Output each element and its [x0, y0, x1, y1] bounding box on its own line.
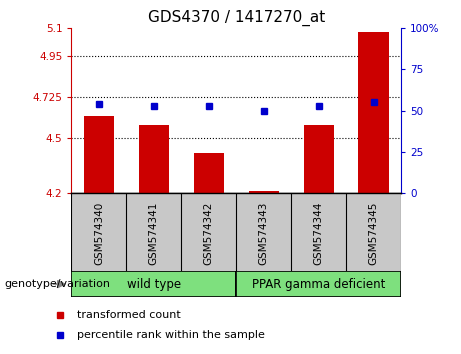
- Bar: [139, 125, 169, 193]
- Bar: [84, 116, 114, 193]
- Title: GDS4370 / 1417270_at: GDS4370 / 1417270_at: [148, 9, 325, 25]
- Text: PPAR gamma deficient: PPAR gamma deficient: [252, 278, 385, 291]
- Text: GSM574344: GSM574344: [313, 201, 324, 264]
- Text: genotype/variation: genotype/variation: [5, 279, 111, 289]
- Bar: [236, 271, 401, 297]
- Text: GSM574340: GSM574340: [94, 201, 104, 264]
- Bar: [194, 153, 224, 193]
- Text: GSM574345: GSM574345: [369, 201, 378, 264]
- Text: GSM574343: GSM574343: [259, 201, 269, 264]
- Bar: [248, 191, 279, 193]
- Text: wild type: wild type: [127, 278, 181, 291]
- Text: percentile rank within the sample: percentile rank within the sample: [77, 330, 265, 341]
- Bar: [71, 271, 236, 297]
- Text: GSM574342: GSM574342: [204, 201, 214, 264]
- Bar: [359, 32, 389, 193]
- Bar: [303, 125, 334, 193]
- Text: GSM574341: GSM574341: [149, 201, 159, 264]
- Text: transformed count: transformed count: [77, 310, 180, 320]
